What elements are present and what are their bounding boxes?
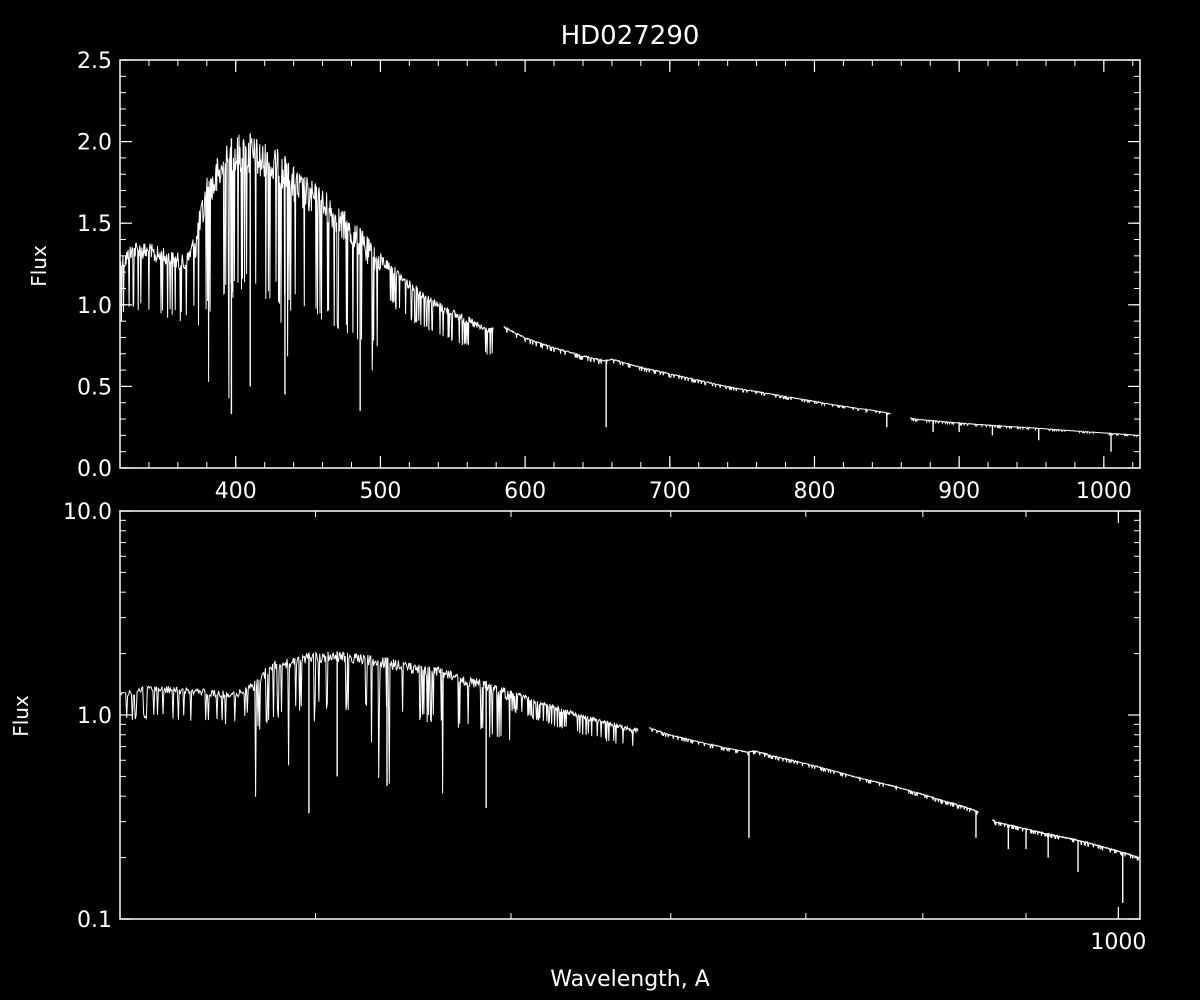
x-tick-label: 600	[504, 479, 546, 504]
y-tick-label: 1.0	[77, 294, 112, 319]
x-tick-label: 500	[359, 479, 401, 504]
x-tick-label: 400	[215, 479, 257, 504]
top-axis-ticks: 400 500 600 700 800 900 1000 0.0 0.5 1.0 1.5 2.0 2.5	[77, 49, 1140, 504]
bottom-axis-ticks: 1000 0.1 1.0 10.0	[63, 500, 1146, 955]
spectrum-line	[119, 134, 1141, 438]
y-tick-label: 0.0	[77, 457, 112, 482]
x-tick-label: 900	[938, 479, 980, 504]
x-axis-label: Wavelength, A	[550, 967, 710, 992]
bottom-y-axis-label: Flux	[9, 695, 33, 737]
y-tick-label: 0.5	[77, 375, 112, 400]
chart-title: HD027290	[561, 21, 700, 51]
y-tick-label: 2.5	[77, 49, 112, 74]
x-tick-label: 700	[649, 479, 691, 504]
top-y-axis-label: Flux	[27, 245, 51, 287]
top-spectrum	[119, 133, 1141, 452]
y-tick-label: 2.0	[77, 131, 112, 156]
y-tick-label: 10.0	[63, 500, 112, 525]
spectrum-line	[119, 651, 1141, 861]
x-tick-label: 1000	[1076, 479, 1132, 504]
top-panel: 400 500 600 700 800 900 1000 0.0 0.5 1.0 1.5 2.0 2.5…	[27, 49, 1141, 504]
bottom-spectrum	[119, 651, 1141, 903]
bottom-panel: 1000 0.1 1.0 10.0 Flux	[9, 500, 1146, 955]
x-tick-label: 800	[793, 479, 835, 504]
x-tick-label: 1000	[1090, 930, 1146, 955]
y-tick-label: 1.5	[77, 212, 112, 237]
y-tick-label: 0.1	[77, 908, 112, 933]
y-tick-label: 1.0	[77, 704, 112, 729]
